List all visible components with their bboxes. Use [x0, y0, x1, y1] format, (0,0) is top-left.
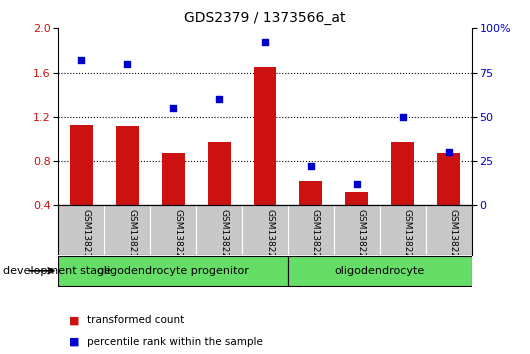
- Text: GSM138218: GSM138218: [81, 209, 90, 264]
- Text: GSM138229: GSM138229: [449, 209, 458, 264]
- Point: [307, 164, 315, 169]
- Text: GSM138222: GSM138222: [265, 209, 274, 264]
- Point: [169, 105, 178, 111]
- Text: ■: ■: [69, 337, 80, 347]
- Bar: [70, 125, 93, 205]
- Text: GSM138223: GSM138223: [311, 209, 320, 264]
- Point: [399, 114, 407, 120]
- Bar: [391, 142, 414, 205]
- Text: oligodendrocyte: oligodendrocyte: [335, 266, 425, 276]
- Bar: [58, 256, 288, 286]
- Bar: [208, 142, 231, 205]
- Text: ■: ■: [69, 315, 80, 325]
- Point: [123, 61, 131, 67]
- Bar: [253, 67, 277, 205]
- Text: GSM138221: GSM138221: [219, 209, 228, 264]
- Text: GSM138220: GSM138220: [173, 209, 182, 264]
- Point: [352, 181, 361, 187]
- Bar: [346, 192, 368, 205]
- Text: GSM138225: GSM138225: [403, 209, 412, 264]
- Point: [77, 57, 85, 63]
- Text: GSM138224: GSM138224: [357, 209, 366, 264]
- Bar: [299, 181, 322, 205]
- Point: [445, 149, 453, 155]
- Text: oligodendrocyte progenitor: oligodendrocyte progenitor: [97, 266, 249, 276]
- Bar: [116, 126, 139, 205]
- Point: [215, 96, 223, 102]
- Text: development stage: development stage: [3, 266, 111, 276]
- Bar: [288, 256, 472, 286]
- Title: GDS2379 / 1373566_at: GDS2379 / 1373566_at: [184, 11, 346, 24]
- Text: GSM138219: GSM138219: [127, 209, 136, 264]
- Text: percentile rank within the sample: percentile rank within the sample: [87, 337, 263, 347]
- Text: transformed count: transformed count: [87, 315, 184, 325]
- Point: [261, 40, 269, 45]
- Bar: [437, 153, 460, 205]
- Bar: [162, 153, 184, 205]
